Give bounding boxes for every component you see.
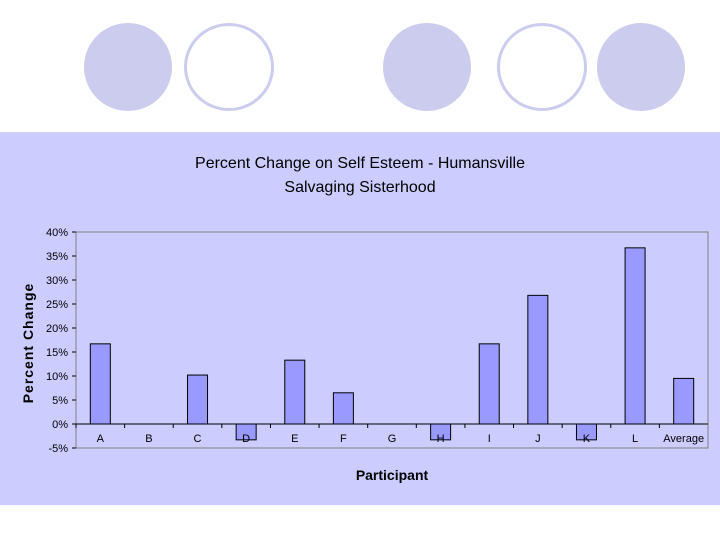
chart-background-band	[0, 132, 720, 505]
y-tick-label: 0%	[52, 419, 68, 431]
x-tick-label: H	[437, 433, 445, 445]
y-tick-label: 40%	[46, 227, 68, 239]
decoration-circle-2	[184, 23, 274, 111]
y-tick-label: 15%	[46, 347, 68, 359]
y-axis-label: Percent Change	[20, 283, 36, 404]
x-tick-label: D	[242, 433, 250, 445]
y-tick-label: 25%	[46, 299, 68, 311]
x-tick-label: C	[194, 433, 202, 445]
x-tick-label: I	[488, 433, 491, 445]
decoration-circle-1	[84, 23, 172, 111]
bar-average	[673, 377, 695, 425]
y-tick-label: -5%	[48, 443, 68, 455]
bar-c	[187, 374, 209, 425]
x-tick-label: E	[291, 433, 298, 445]
x-tick-label: J	[535, 433, 541, 445]
bar-e	[284, 359, 306, 425]
bar-j	[527, 294, 549, 425]
x-tick-label: Average	[663, 433, 704, 445]
x-tick-label: L	[632, 433, 638, 445]
chart-title: Percent Change on Self Esteem - Humansvi…	[195, 155, 525, 172]
y-tick-label: 10%	[46, 371, 68, 383]
bar-l	[624, 247, 646, 425]
bar-i	[478, 343, 500, 425]
x-axis-label: Participant	[356, 467, 429, 483]
x-tick-label: B	[145, 433, 152, 445]
x-tick-label: K	[583, 433, 591, 445]
y-tick-label: 5%	[52, 395, 68, 407]
bar-a	[89, 343, 111, 425]
chart-subtitle: Salvaging Sisterhood	[284, 179, 435, 196]
bar-f	[332, 392, 354, 425]
x-tick-label: A	[97, 433, 105, 445]
decoration-circle-5	[597, 23, 685, 111]
plot-area	[75, 231, 709, 449]
y-tick-label: 20%	[46, 323, 68, 335]
decoration-circle-3	[383, 23, 471, 111]
x-tick-label: F	[340, 433, 347, 445]
x-tick-label: G	[388, 433, 397, 445]
y-tick-label: 30%	[46, 275, 68, 287]
y-tick-label: 35%	[46, 251, 68, 263]
decoration-circle-4	[497, 23, 587, 111]
